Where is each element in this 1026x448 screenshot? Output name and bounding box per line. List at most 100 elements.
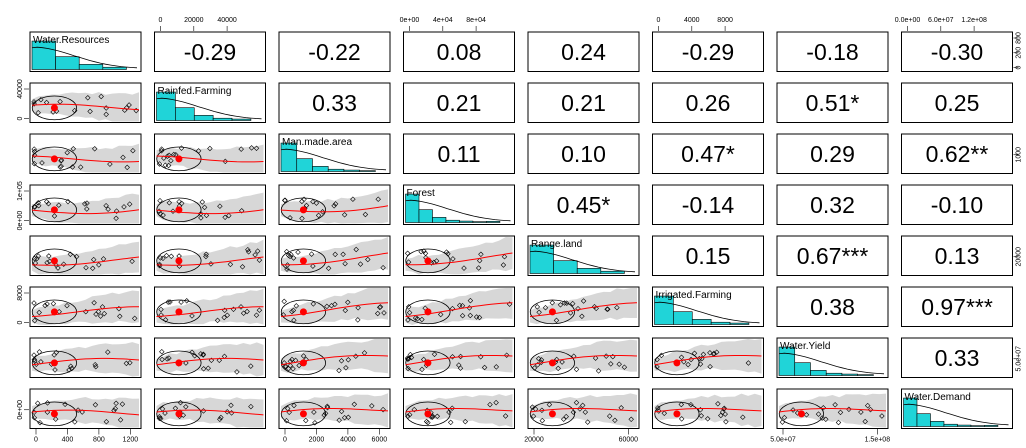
data-point xyxy=(198,215,204,221)
correlation-ellipse xyxy=(156,248,202,274)
data-point xyxy=(538,357,545,363)
data-point xyxy=(312,420,318,426)
panel-frame xyxy=(527,184,640,225)
data-point xyxy=(200,352,206,358)
data-point xyxy=(35,253,42,259)
panel-3-7: -0.10 xyxy=(901,184,1013,225)
panel-frame xyxy=(652,31,764,72)
histogram-bar xyxy=(193,115,214,121)
tick-label: 40000 xyxy=(17,79,24,99)
panel-0-5: -0.29 xyxy=(652,31,764,72)
data-point xyxy=(166,152,172,159)
data-point xyxy=(89,265,96,272)
data-point xyxy=(555,365,561,372)
data-point xyxy=(126,102,132,108)
data-point xyxy=(113,400,119,407)
panel-frame xyxy=(901,337,1013,378)
data-point xyxy=(475,265,482,271)
loess-smoother xyxy=(31,306,140,317)
correlation-value: 0.47* xyxy=(681,141,735,167)
mean-point xyxy=(175,308,183,316)
data-point xyxy=(44,400,51,406)
panel-2-7: 0.62** xyxy=(901,133,1013,174)
correlation-value: 0.21 xyxy=(561,90,606,116)
variable-label: Rainfed.Farming xyxy=(158,86,232,97)
data-point xyxy=(592,355,599,361)
variable-label: Range.land xyxy=(531,239,582,250)
data-point xyxy=(67,251,74,258)
data-point xyxy=(290,366,296,372)
panel-7-1 xyxy=(154,388,266,429)
data-point xyxy=(163,252,170,259)
data-point xyxy=(713,349,720,355)
data-point xyxy=(90,256,97,263)
panel-6-7: 0.33 xyxy=(901,337,1013,378)
data-point xyxy=(493,399,499,406)
data-point xyxy=(291,317,297,323)
loess-smoother xyxy=(529,408,638,413)
data-point xyxy=(217,203,223,209)
tick-label: 400 xyxy=(62,437,74,444)
panel-3-2 xyxy=(278,184,391,225)
data-point xyxy=(345,299,351,306)
data-point xyxy=(156,413,163,420)
data-point xyxy=(35,109,41,116)
data-point xyxy=(819,415,825,421)
confidence-band xyxy=(281,189,388,224)
data-point xyxy=(450,256,456,262)
loess-smoother xyxy=(405,408,513,413)
tick-label: 0.0e+00 xyxy=(895,17,921,24)
data-point xyxy=(113,208,120,214)
data-point xyxy=(321,412,327,418)
data-point xyxy=(315,212,322,219)
panel-5-7: 0.97*** xyxy=(901,286,1013,327)
loess-smoother xyxy=(156,409,264,416)
loess-smoother xyxy=(405,252,513,266)
data-point xyxy=(31,255,38,262)
data-point xyxy=(295,249,301,255)
data-point xyxy=(414,316,421,322)
data-point xyxy=(342,260,348,267)
data-point xyxy=(31,414,38,421)
tick-label: 0e+00 xyxy=(400,17,420,24)
data-point xyxy=(462,418,469,425)
data-point xyxy=(319,209,326,215)
data-point xyxy=(51,213,58,219)
data-point xyxy=(740,414,746,420)
tick-label: 8e+04 xyxy=(466,17,486,24)
data-point xyxy=(487,401,493,408)
correlation-ellipse xyxy=(529,401,576,427)
panel-1-2: 0.33 xyxy=(278,82,391,123)
data-point xyxy=(71,107,78,114)
data-point xyxy=(503,352,510,358)
histogram-bar xyxy=(943,423,958,427)
data-point xyxy=(289,308,295,315)
data-point xyxy=(542,304,549,311)
data-point xyxy=(34,255,40,262)
data-point xyxy=(467,312,474,319)
tick-label: 8000 xyxy=(17,285,24,301)
data-point xyxy=(103,418,110,425)
data-point xyxy=(718,412,724,419)
panel-6-3 xyxy=(403,337,515,378)
data-point xyxy=(374,310,381,317)
data-point xyxy=(287,362,294,369)
tick-label: 6000 xyxy=(372,437,388,444)
data-point xyxy=(252,252,258,258)
data-point xyxy=(157,415,164,422)
loess-smoother xyxy=(280,408,389,413)
panel-1-7: 0.25 xyxy=(901,82,1013,123)
data-point xyxy=(123,105,130,111)
data-point xyxy=(37,419,43,426)
panel-5-6: 0.38 xyxy=(776,286,889,327)
data-point xyxy=(157,255,164,261)
tick-label: 0 xyxy=(657,17,661,24)
data-point xyxy=(293,303,300,309)
data-point xyxy=(227,261,234,268)
data-point xyxy=(412,315,419,321)
data-point xyxy=(569,300,576,307)
data-point xyxy=(681,359,687,365)
mean-point xyxy=(424,257,432,265)
loess-smoother xyxy=(31,256,140,266)
correlation-value: 0.62** xyxy=(926,141,989,167)
